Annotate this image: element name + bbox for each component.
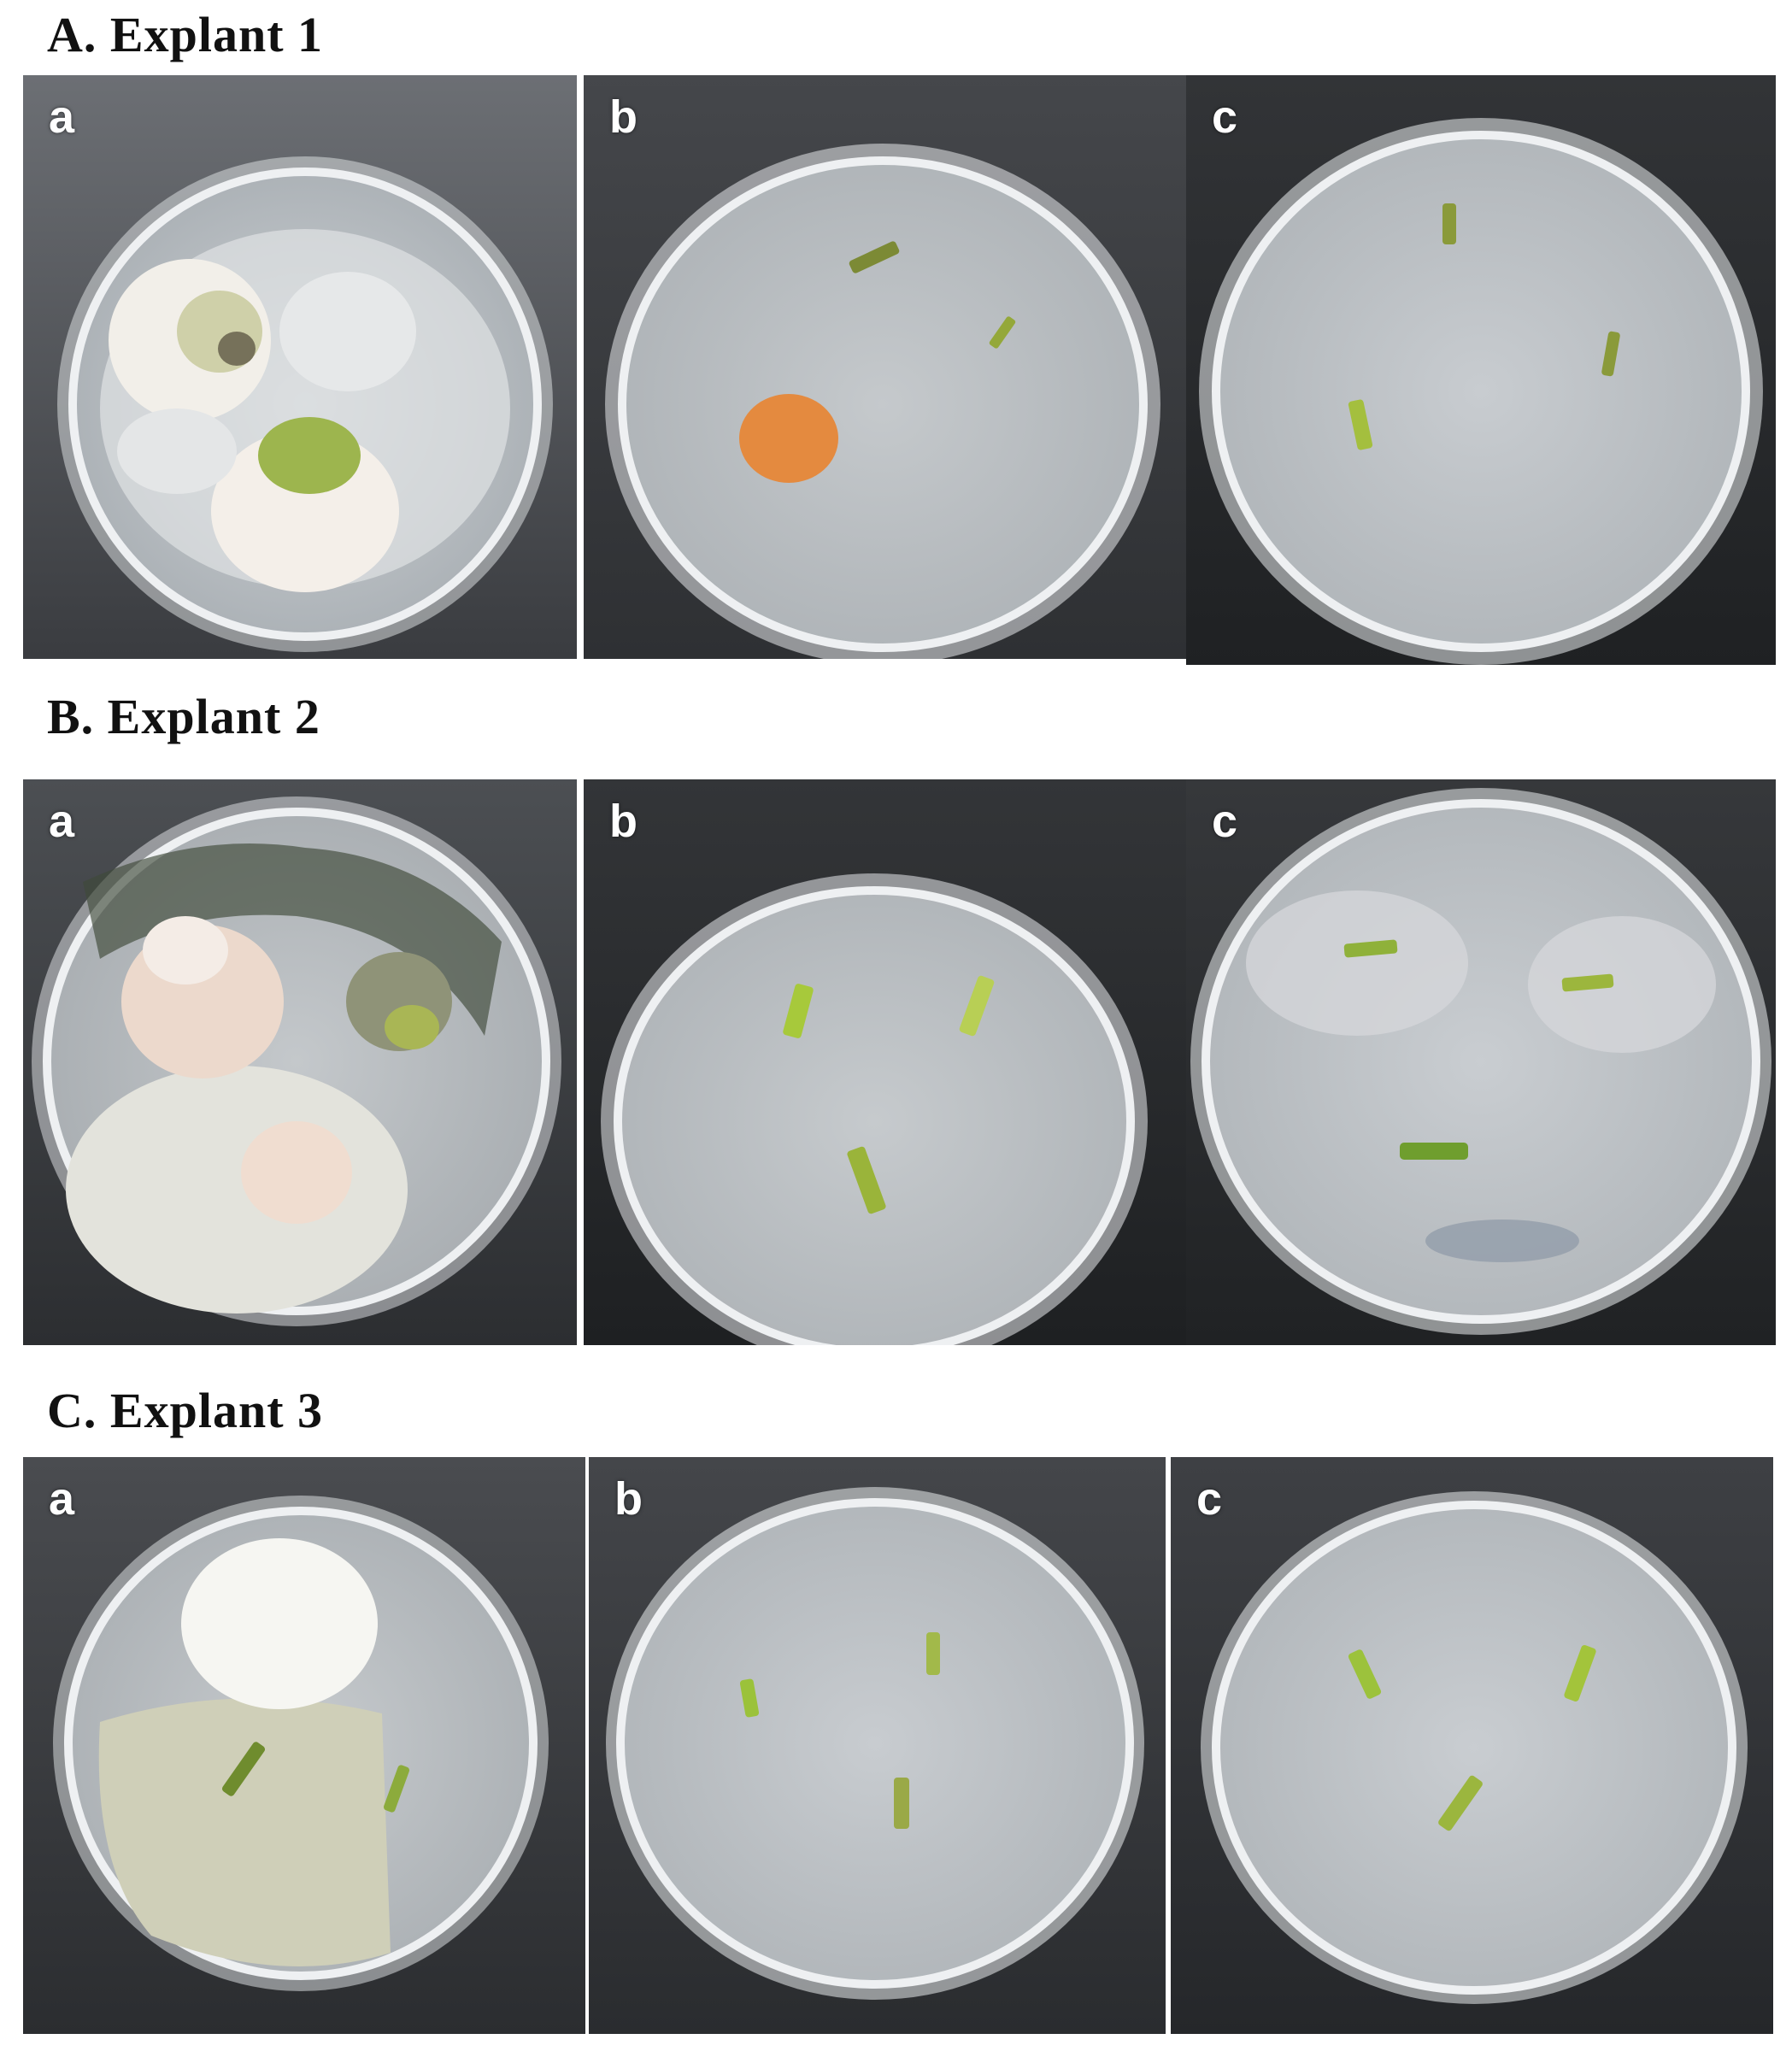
- panel-label: b: [614, 1473, 643, 1525]
- panel-label: b: [609, 796, 637, 847]
- petri-dish-image: [23, 75, 577, 659]
- panel-label: c: [1196, 1473, 1223, 1525]
- panel-label: a: [49, 91, 75, 143]
- petri-dish-image: [584, 779, 1186, 1345]
- petri-dish-image: [23, 1457, 585, 2034]
- panel-a-explant3-plate: a: [23, 1457, 585, 2034]
- panel-label: b: [609, 91, 637, 143]
- panel-label: a: [49, 1473, 75, 1525]
- panel-c-explant1-plate: c: [1186, 75, 1776, 665]
- panel-b-explant1-plate: b: [584, 75, 1186, 659]
- petri-dish-image: [1171, 1457, 1773, 2034]
- row-a-title: A. Explant 1: [47, 7, 324, 62]
- panel-c-explant2-plate: c: [1186, 779, 1776, 1345]
- panel-b-explant2-plate: b: [584, 779, 1186, 1345]
- row-c-title: C. Explant 3: [47, 1383, 324, 1438]
- petri-dish-image: [23, 779, 577, 1345]
- petri-dish-image: [1186, 75, 1776, 665]
- panel-a-explant1-plate: a: [23, 75, 577, 659]
- panel-label: c: [1212, 91, 1238, 143]
- panel-label: a: [49, 796, 75, 847]
- panel-c-explant3-plate: c: [1171, 1457, 1773, 2034]
- panel-b-explant3-plate: b: [589, 1457, 1166, 2034]
- petri-dish-image: [1186, 779, 1776, 1345]
- panel-a-explant2-plate: a: [23, 779, 577, 1345]
- petri-dish-image: [584, 75, 1186, 659]
- panel-label: c: [1212, 796, 1238, 847]
- row-b-title: B. Explant 2: [47, 689, 320, 744]
- petri-dish-image: [589, 1457, 1166, 2034]
